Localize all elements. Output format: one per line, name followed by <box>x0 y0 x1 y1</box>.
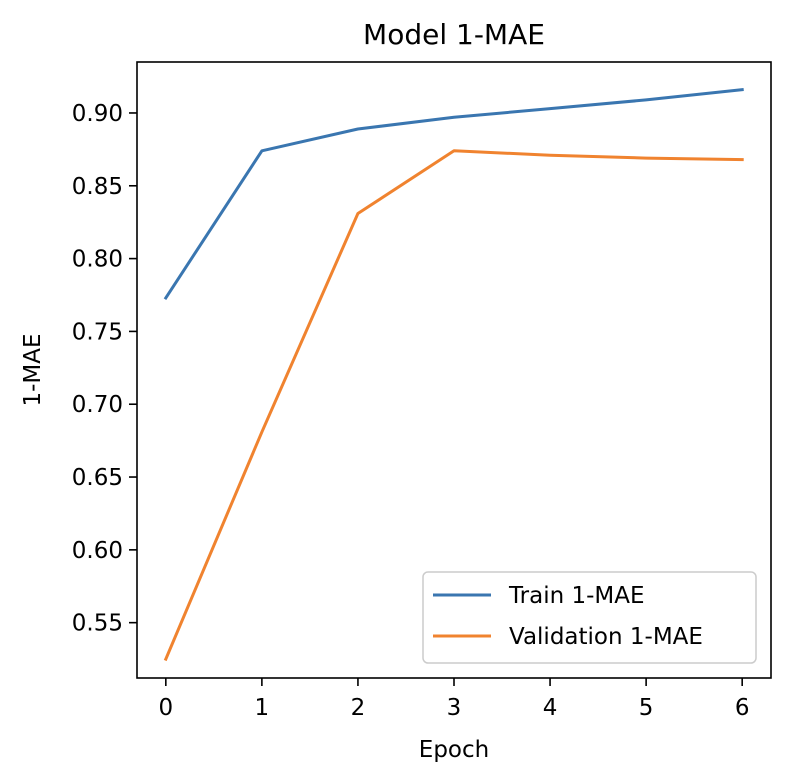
y-tick-label: 0.70 <box>72 392 123 418</box>
legend-box <box>422 571 757 664</box>
x-axis-title: Epoch <box>419 737 489 763</box>
legend-label: Train 1-MAE <box>508 583 645 609</box>
y-tick-label: 0.65 <box>72 465 123 491</box>
y-tick-label: 0.75 <box>72 319 123 345</box>
series-layer <box>163 88 744 662</box>
axes-layer: 0 1 2 3 4 5 6 0.55 0.60 0.65 0.70 0.75 0.80 0.85 0.90 <box>72 61 772 721</box>
y-tick-label: 0.85 <box>72 174 123 200</box>
legend-label: Validation 1-MAE <box>509 624 703 650</box>
y-axis-title: 1-MAE <box>20 333 46 406</box>
chart-title: Model 1-MAE <box>363 18 545 51</box>
x-tick-label: 4 <box>543 695 558 721</box>
x-tick-label: 2 <box>351 695 366 721</box>
y-tick-label: 0.55 <box>72 611 123 637</box>
y-tick-label: 0.60 <box>72 538 123 564</box>
y-tick-label: 0.80 <box>72 247 123 273</box>
series-line-1 <box>163 88 744 300</box>
x-tick-label: 6 <box>735 695 750 721</box>
x-tick-label: 3 <box>447 695 462 721</box>
legend: Train 1-MAE Validation 1-MAE <box>422 571 757 664</box>
x-tick-label: 0 <box>158 695 173 721</box>
series-line-2 <box>163 149 744 662</box>
x-tick-label: 1 <box>255 695 270 721</box>
x-tick-label: 5 <box>639 695 654 721</box>
y-tick-label: 0.90 <box>72 101 123 127</box>
